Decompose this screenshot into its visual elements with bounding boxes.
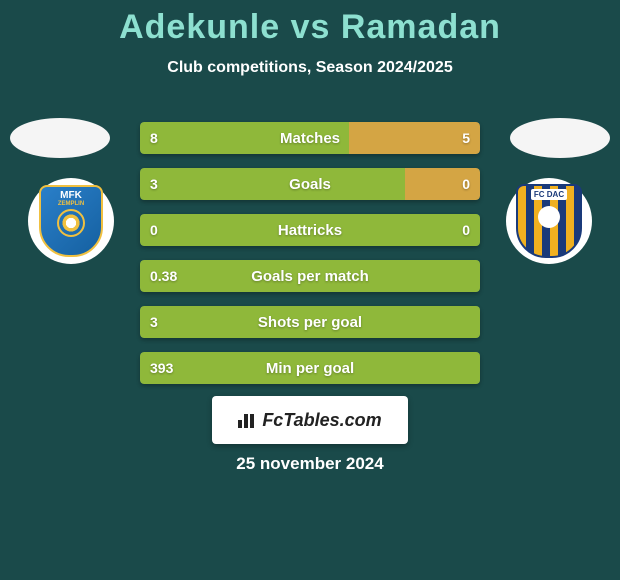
shield-icon: MFK ZEMPLIN — [39, 185, 103, 257]
date-label: 25 november 2024 — [0, 454, 620, 474]
page-title: Adekunle vs Ramadan — [0, 8, 620, 47]
club-badge-right: FC DAC — [506, 178, 592, 264]
stats-container: 85Matches 30Goals 00Hattricks 0.38Goals per… — [140, 122, 480, 398]
stat-label: Min per goal — [140, 352, 480, 384]
stat-row: 0.38Goals per match — [140, 260, 480, 292]
page-subtitle: Club competitions, Season 2024/2025 — [0, 59, 620, 77]
badge-left-label: MFK — [60, 191, 82, 201]
stat-label: Matches — [140, 122, 480, 154]
stat-row: 393Min per goal — [140, 352, 480, 384]
player-left-oval — [10, 118, 110, 158]
brand-box: FcTables.com — [212, 396, 408, 444]
badge-left-sublabel: ZEMPLIN — [58, 201, 84, 207]
stat-label: Goals — [140, 168, 480, 200]
stat-row: 3Shots per goal — [140, 306, 480, 338]
player-right-oval — [510, 118, 610, 158]
badge-left-emblem-icon — [57, 209, 85, 237]
club-badge-left: MFK ZEMPLIN — [28, 178, 114, 264]
stat-row: 85Matches — [140, 122, 480, 154]
stat-label: Hattricks — [140, 214, 480, 246]
stat-label: Goals per match — [140, 260, 480, 292]
stat-row: 00Hattricks — [140, 214, 480, 246]
ball-icon — [538, 206, 560, 228]
bar-chart-icon — [238, 412, 258, 428]
shield-icon: FC DAC — [516, 184, 582, 258]
stat-label: Shots per goal — [140, 306, 480, 338]
stat-row: 30Goals — [140, 168, 480, 200]
badge-right-label: FC DAC — [531, 189, 567, 200]
brand-label: FcTables.com — [262, 410, 381, 431]
